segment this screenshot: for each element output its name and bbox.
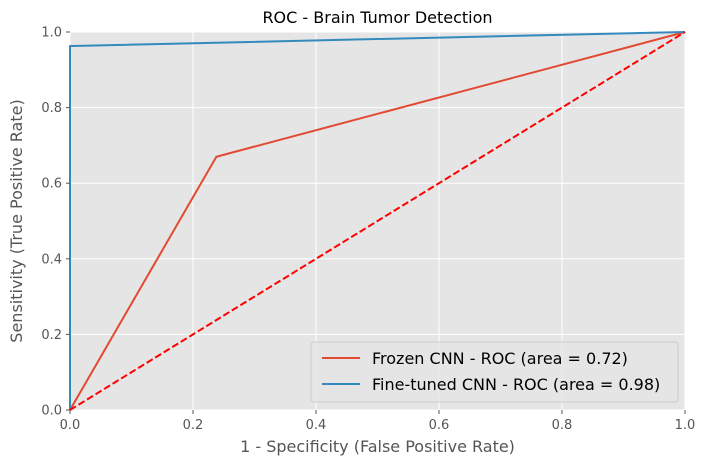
x-axis-ticks: 0.0 0.2 0.4 0.6 0.8 1.0	[60, 410, 696, 433]
x-axis-label: 1 - Specificity (False Positive Rate)	[240, 437, 515, 456]
x-tick-label: 0.8	[552, 418, 573, 433]
legend-label-frozen-cnn: Frozen CNN - ROC (area = 0.72)	[372, 349, 628, 368]
x-tick-label: 1.0	[675, 418, 696, 433]
y-tick-label: 0.8	[41, 101, 62, 116]
y-tick-label: 1.0	[41, 26, 62, 41]
legend-label-fine-tuned-cnn: Fine-tuned CNN - ROC (area = 0.98)	[372, 375, 660, 394]
y-tick-label: 0.0	[41, 404, 62, 419]
x-tick-label: 0.6	[429, 418, 450, 433]
series-line-frozen-cnn	[69, 31, 686, 411]
x-tick-label: 0.0	[60, 418, 81, 433]
series-lines	[69, 31, 686, 411]
x-tick-label: 0.2	[183, 418, 204, 433]
y-tick-label: 0.2	[41, 328, 62, 343]
x-tick-label: 0.4	[306, 418, 327, 433]
chart-title: ROC - Brain Tumor Detection	[262, 8, 492, 27]
y-tick-label: 0.6	[41, 177, 62, 192]
y-axis-ticks: 0.0 0.2 0.4 0.6 0.8 1.0	[41, 26, 70, 419]
series-line-chance-diagonal	[69, 31, 686, 411]
series-line-fine-tuned-cnn	[69, 31, 686, 410]
grid	[69, 31, 686, 411]
legend-box	[310, 341, 679, 403]
y-tick-label: 0.4	[41, 252, 62, 267]
y-axis-label: Sensitivity (True Positive Rate)	[7, 99, 26, 342]
legend: Frozen CNN - ROC (area = 0.72) Fine-tune…	[310, 341, 679, 403]
